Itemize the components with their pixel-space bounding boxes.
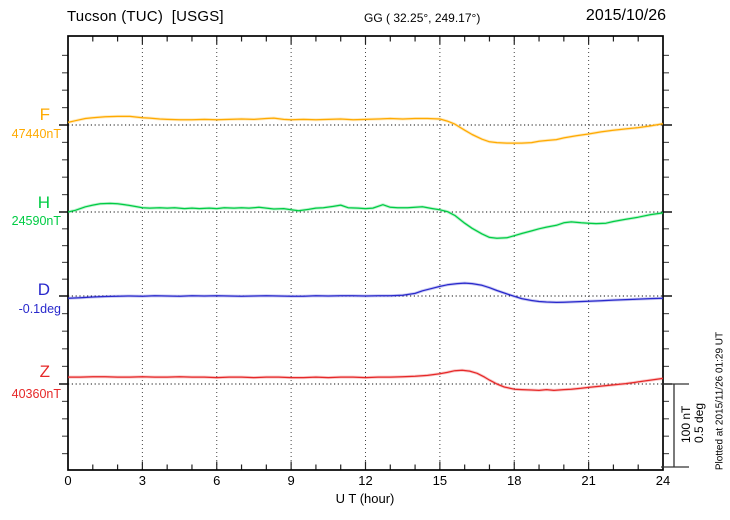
x-tick-label-15: 15: [432, 473, 448, 488]
x-tick-label-9: 9: [287, 473, 295, 488]
x-tick-label-12: 12: [358, 473, 373, 488]
geographic-coordinates: GG ( 32.25°, 249.17°): [364, 11, 481, 25]
trace-baseline-value-D: -0.1deg: [18, 302, 61, 316]
x-tick-label-3: 3: [138, 473, 146, 488]
plot-border: [67, 35, 664, 471]
x-axis-label: U T (hour): [335, 491, 395, 506]
scale-bar-label: 100 nT 0.5 deg: [679, 402, 706, 444]
trace-baseline-value-Z: 40360nT: [11, 387, 61, 401]
station-title: Tucson (TUC) [USGS]: [67, 8, 224, 25]
trace-halo-F: [67, 114, 664, 145]
trace-baseline-value-H: 24590nT: [11, 214, 61, 228]
trace-D: [67, 282, 664, 304]
trace-H: [67, 202, 664, 239]
trace-baseline-value-F: 47440nT: [11, 127, 61, 141]
x-axis-tick-labels: 0 3 6 9 12 15 18 21 24: [0, 473, 730, 491]
trace-Z: [68, 369, 664, 392]
x-tick-label-21: 21: [581, 473, 596, 488]
trace-label-D: D: [37, 280, 50, 299]
x-tick-label-18: 18: [507, 473, 522, 488]
plot-timestamp-note: Plotted at 2015/11/26 01:29 UT: [714, 331, 726, 471]
trace-label-Z: Z: [39, 362, 50, 381]
x-tick-label-6: 6: [213, 473, 221, 488]
plot-date: 2015/10/26: [585, 7, 666, 24]
x-tick-label-24: 24: [655, 473, 671, 488]
scale-bar-label-deg: 0.5 deg: [692, 402, 706, 444]
x-tick-label-0: 0: [64, 473, 72, 488]
trace-F: [67, 115, 664, 144]
trace-label-H: H: [37, 193, 50, 212]
trace-label-F: F: [39, 105, 50, 124]
